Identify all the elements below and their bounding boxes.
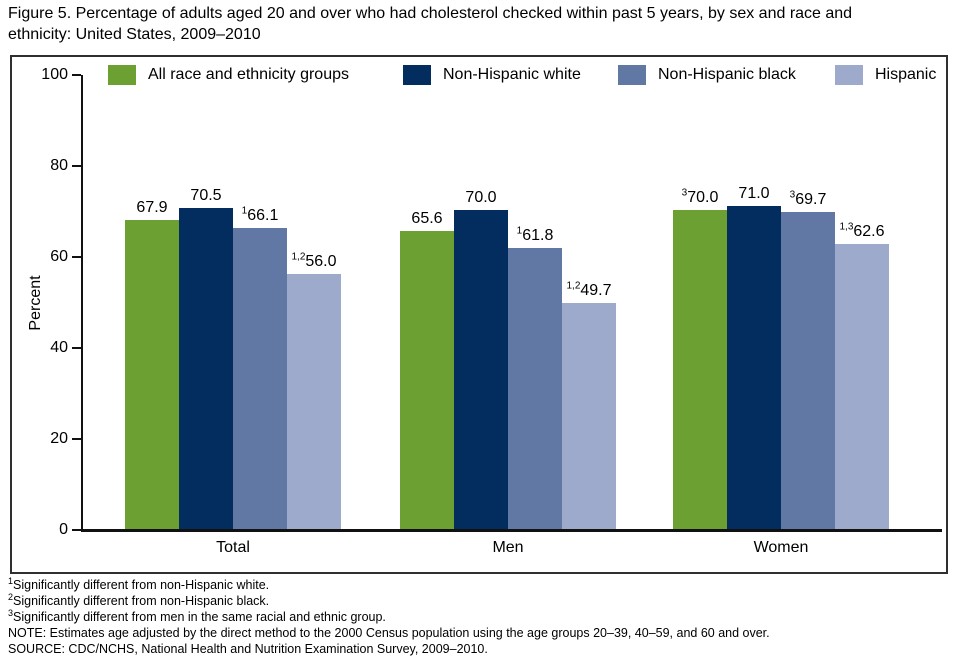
footnote-text: SOURCE: CDC/NCHS, National Health and Nu…	[8, 642, 488, 656]
bar	[125, 220, 179, 529]
bar-value-label: 1,249.7	[566, 280, 612, 299]
legend-swatch-icon	[403, 65, 431, 85]
y-axis-tick	[72, 256, 81, 258]
bar	[287, 274, 341, 529]
y-axis-tick	[72, 438, 81, 440]
footnote-marker: 1	[241, 205, 248, 217]
legend-item: Hispanic	[835, 64, 936, 86]
figure-title: Figure 5. Percentage of adults aged 20 a…	[8, 3, 952, 45]
legend-item: All race and ethnicity groups	[108, 64, 349, 86]
y-axis-tick	[72, 74, 81, 76]
bar	[673, 210, 727, 529]
y-axis-tick	[72, 165, 81, 167]
figure-title-line-1: Figure 5. Percentage of adults aged 20 a…	[8, 5, 853, 22]
y-tick-label: 20	[50, 430, 68, 447]
footnote-marker: 1,3	[839, 221, 854, 233]
footnote-marker: 3	[681, 187, 688, 199]
footnote-marker: 2	[8, 591, 14, 602]
bar	[835, 244, 889, 529]
bar-value-label: 1,362.6	[839, 221, 885, 240]
y-tick-label: 100	[41, 66, 68, 83]
y-axis-tick	[72, 347, 81, 349]
category-label: Women	[753, 539, 809, 556]
legend-item: Non-Hispanic black	[618, 64, 796, 86]
footnote-text: Significantly different from men in the …	[13, 610, 386, 624]
bar-value-label: 65.6	[411, 210, 443, 227]
bar-value-label: 369.7	[789, 189, 827, 208]
y-tick-label: 40	[50, 339, 68, 356]
y-tick-label: 60	[50, 248, 68, 265]
footnotes: 1Significantly different from non-Hispan…	[8, 575, 956, 657]
footnote-line: 2Significantly different from non-Hispan…	[8, 591, 956, 609]
footnote-text: Significantly different from non-Hispani…	[13, 594, 270, 608]
bar	[562, 303, 616, 529]
footnote-marker: 1,2	[566, 280, 581, 292]
bar	[727, 206, 781, 529]
bar-value-label: 67.9	[136, 199, 168, 216]
bar	[233, 228, 287, 529]
y-axis-line	[81, 75, 83, 532]
legend-swatch-icon	[108, 65, 136, 85]
legend-label: All race and ethnicity groups	[148, 66, 349, 83]
y-tick-label: 0	[59, 521, 68, 538]
footnote-line: 1Significantly different from non-Hispan…	[8, 575, 956, 593]
category-label: Men	[492, 539, 524, 556]
bar-value-label: 71.0	[738, 185, 770, 202]
bar-value-label: 161.8	[516, 225, 554, 244]
bar	[454, 210, 508, 529]
bar	[400, 231, 454, 529]
footnote-line: NOTE: Estimates age adjusted by the dire…	[8, 625, 956, 641]
legend-swatch-icon	[835, 65, 863, 85]
footnote-text: NOTE: Estimates age adjusted by the dire…	[8, 626, 770, 640]
figure-title-line-2: ethnicity: United States, 2009–2010	[8, 26, 261, 43]
footnote-line: 3Significantly different from men in the…	[8, 607, 956, 625]
bar	[508, 248, 562, 529]
category-label: Total	[216, 539, 250, 556]
footnote-marker: 3	[789, 189, 796, 201]
bar	[179, 208, 233, 529]
bar-value-label: 1,256.0	[291, 251, 337, 270]
bar-value-label: 70.0	[465, 189, 497, 206]
footnote-marker: 1,2	[291, 251, 306, 263]
footnote-marker: 1	[8, 575, 14, 586]
x-axis-line	[81, 529, 942, 532]
bar-value-label: 70.5	[190, 187, 222, 204]
legend-label: Non-Hispanic white	[443, 66, 581, 83]
bar	[781, 212, 835, 529]
footnote-text: Significantly different from non-Hispani…	[13, 578, 270, 592]
legend-label: Non-Hispanic black	[658, 66, 796, 83]
footnote-marker: 3	[8, 607, 14, 618]
y-tick-label: 80	[50, 157, 68, 174]
y-axis-title: Percent	[27, 275, 44, 331]
footnote-marker: 1	[516, 225, 523, 237]
bar-value-label: 166.1	[241, 205, 279, 224]
chart-plot-area: All race and ethnicity groups Non-Hispani…	[10, 55, 948, 574]
legend-item: Non-Hispanic white	[403, 64, 581, 86]
legend-swatch-icon	[618, 65, 646, 85]
legend-label: Hispanic	[875, 66, 937, 83]
footnote-line: SOURCE: CDC/NCHS, National Health and Nu…	[8, 641, 956, 657]
bar-value-label: 370.0	[681, 187, 719, 206]
y-axis-tick	[72, 529, 81, 531]
